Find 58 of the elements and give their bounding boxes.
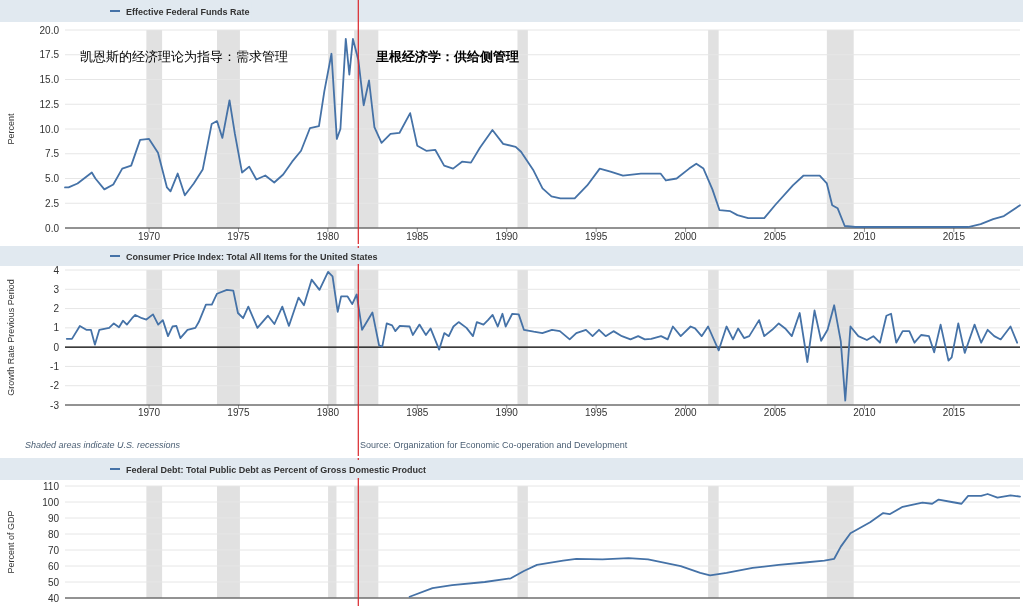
x-tick-label: 1975 — [227, 231, 251, 242]
y-tick-label: 1 — [53, 322, 60, 334]
y-tick-label: 60 — [47, 560, 60, 572]
y-axis-title: Percent of GDP — [6, 510, 16, 574]
x-tick-label: 2000 — [674, 407, 698, 418]
x-tick-label: 2010 — [853, 231, 876, 242]
y-tick-label: -1 — [50, 360, 60, 372]
line-series — [65, 271, 1019, 402]
text: Shaded areas indicate U.S. recessions — [25, 440, 181, 450]
y-tick-label: 40 — [47, 592, 60, 604]
legend-label: Consumer Price Index: Total All Items for the United States — [126, 251, 378, 262]
x-tick-label: 1990 — [495, 231, 519, 242]
y-tick-label: 0 — [53, 341, 60, 353]
x-tick-label: 1990 — [495, 407, 519, 418]
x-tick-label: 2015 — [942, 407, 966, 418]
x-tick-label: 1995 — [585, 231, 608, 242]
y-tick-label: 110 — [43, 480, 60, 492]
y-tick-label: 0.0 — [45, 222, 60, 234]
legend-label: Federal Debt: Total Public Debt as Percent of Gross Domestic Product — [126, 464, 426, 475]
y-axis-title: Growth Rate Previous Period — [6, 279, 16, 396]
source-note: Source: Organization for Economic Co-operation and Development — [360, 440, 628, 450]
y-tick-label: 2.5 — [45, 197, 60, 209]
line-series — [408, 493, 1021, 598]
y-tick-label: -2 — [50, 380, 60, 392]
y-tick-label: 17.5 — [39, 49, 60, 61]
y-tick-label: 10.0 — [39, 123, 60, 135]
x-tick-label: 1985 — [406, 407, 429, 418]
annotation: 里根经济学：供给侧管理 — [376, 48, 519, 66]
y-tick-label: 20.0 — [39, 24, 60, 36]
x-tick-label: 2005 — [763, 407, 787, 418]
annotation: 凯恩斯的经济理论为指导：需求管理 — [80, 48, 288, 66]
y-tick-label: 5.0 — [45, 173, 60, 184]
x-tick-label: 2015 — [942, 231, 966, 242]
y-tick-label: 100 — [42, 496, 60, 508]
x-tick-label: 2005 — [763, 231, 787, 242]
y-tick-label: 90 — [47, 512, 60, 524]
y-tick-label: -3 — [50, 399, 60, 411]
x-tick-label: 1995 — [585, 407, 608, 418]
y-tick-label: 4 — [53, 264, 60, 276]
y-tick-label: 3 — [53, 283, 60, 295]
x-tick-label: 1985 — [406, 231, 429, 242]
x-tick-label: 1970 — [137, 407, 161, 418]
y-tick-label: 15.0 — [39, 74, 60, 85]
x-tick-label: 1980 — [316, 231, 340, 242]
legend-label: Effective Federal Funds Rate — [126, 6, 250, 17]
x-tick-label: 1975 — [227, 407, 251, 418]
y-axis-title: Percent — [6, 113, 16, 145]
y-tick-label: 50 — [47, 576, 60, 588]
y-tick-label: 12.5 — [39, 98, 60, 110]
y-tick-label: 2 — [53, 303, 60, 315]
x-tick-label: 2000 — [674, 231, 698, 242]
x-tick-label: 1980 — [316, 407, 340, 418]
y-tick-label: 80 — [47, 528, 60, 540]
y-tick-label: 7.5 — [45, 148, 60, 160]
y-tick-label: 70 — [47, 544, 60, 556]
line-series — [64, 38, 1021, 228]
x-tick-label: 1970 — [137, 231, 161, 242]
x-tick-label: 2010 — [853, 407, 876, 418]
